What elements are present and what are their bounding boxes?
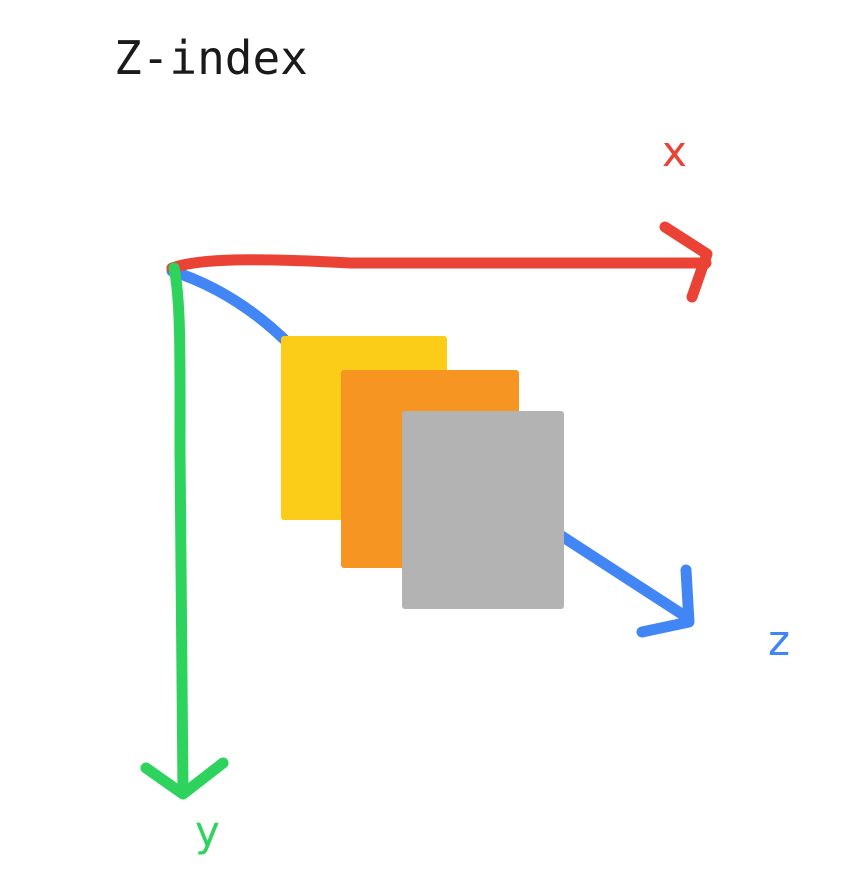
y-axis-line <box>168 262 189 798</box>
x-axis-line <box>166 254 712 274</box>
z-axis-label: z <box>768 616 790 665</box>
layer-front <box>402 411 564 609</box>
x-axis-label: x <box>662 127 687 176</box>
page-title: Z-index <box>114 31 308 85</box>
z-axis-arrowhead <box>636 564 695 638</box>
y-axis-label: y <box>195 807 220 856</box>
y-axis-arrowhead <box>140 757 229 800</box>
x-axis-arrowhead <box>659 221 713 303</box>
